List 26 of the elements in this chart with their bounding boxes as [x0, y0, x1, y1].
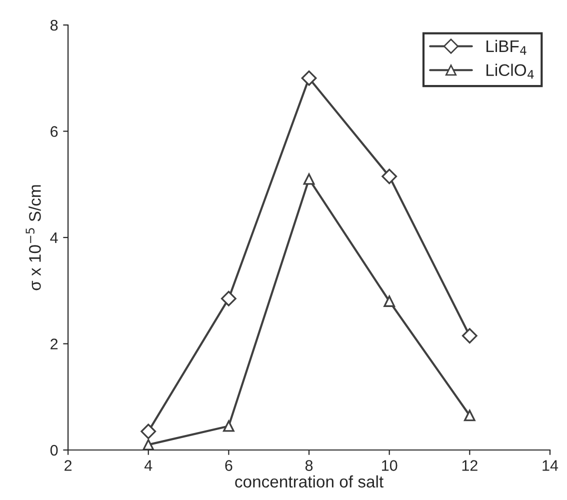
y-axis-title: σ x 10$^{−5}$ S/cm — [26, 185, 41, 290]
x-tick-label: 4 — [144, 460, 152, 471]
x-tick-label: 6 — [225, 460, 232, 471]
point — [301, 70, 317, 86]
y-tick-label: 2 — [50, 338, 58, 350]
legend-label: LiClO$_{4}$ — [486, 64, 534, 79]
point — [140, 424, 156, 440]
x-tick-label: 8 — [305, 460, 313, 471]
y-tick-label: 6 — [50, 126, 58, 137]
y-tick-label: 4 — [50, 232, 58, 244]
x-tick-label: 12 — [462, 460, 478, 471]
x-tick-label: 14 — [542, 460, 558, 471]
point — [303, 173, 315, 185]
y-tick-label: 0 — [50, 444, 58, 456]
x-tick-label: 2 — [64, 460, 72, 471]
point — [462, 328, 478, 344]
point — [220, 290, 236, 306]
x-tick-label: 10 — [382, 460, 398, 471]
x-axis-title: concentration of salt — [235, 475, 384, 488]
point — [382, 168, 398, 184]
point — [222, 420, 234, 432]
y-tick-label: 8 — [50, 20, 58, 31]
point — [142, 438, 154, 450]
point — [384, 296, 396, 307]
point — [464, 410, 476, 422]
legend-label: LiBF$_{4}$ — [486, 40, 526, 55]
